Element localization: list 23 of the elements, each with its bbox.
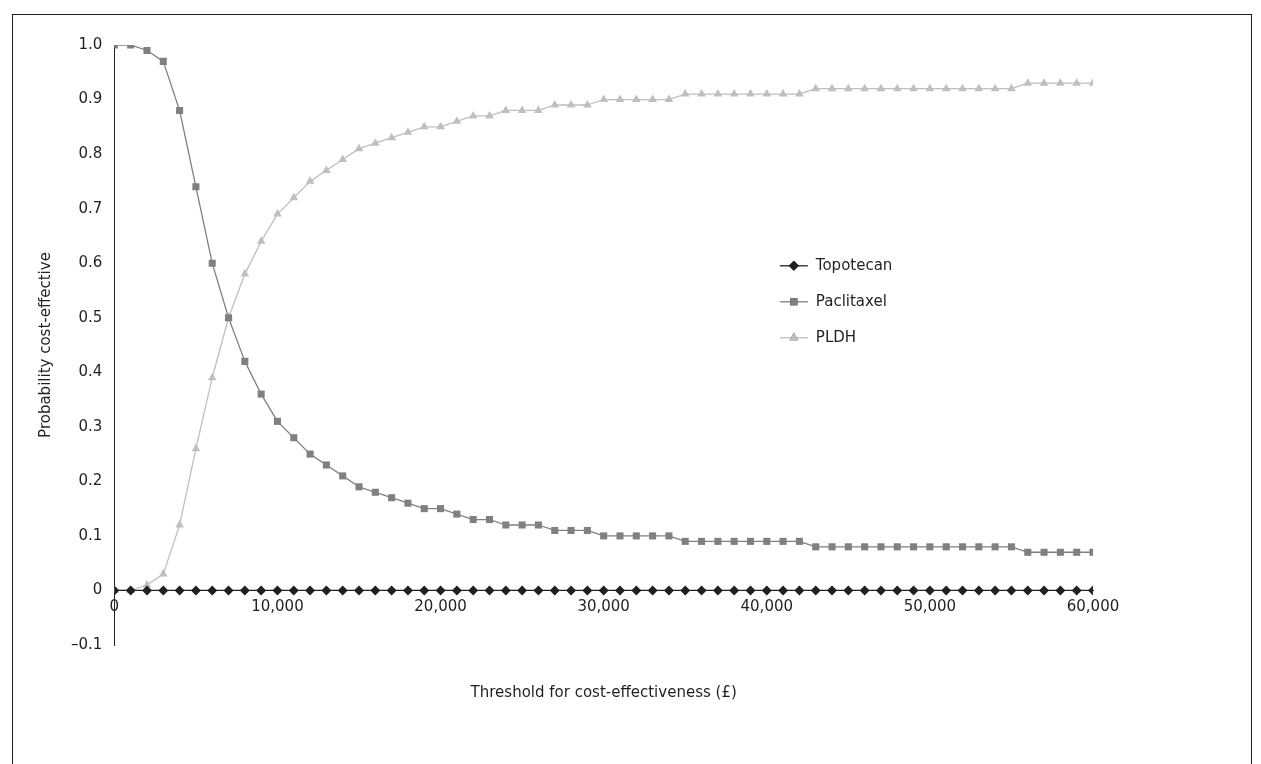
x-tick-label: 20,000 xyxy=(414,597,467,616)
x-tick-label: 10,000 xyxy=(251,597,304,616)
y-axis-title: Probability cost-effective xyxy=(35,252,54,438)
y-tick-label: 0.2 xyxy=(78,471,103,490)
y-tick-label: 1.0 xyxy=(78,34,103,53)
x-tick-label: 60,000 xyxy=(1066,597,1120,616)
x-tick-label: 50,000 xyxy=(903,597,957,616)
y-tick-label: 0.5 xyxy=(78,307,103,326)
legend-label: Topotecan xyxy=(814,255,893,274)
y-tick-label: 0.8 xyxy=(78,143,103,162)
y-tick-label: 0.3 xyxy=(78,416,103,435)
y-tick-label: 0.1 xyxy=(78,525,103,544)
y-tick-label: 0.7 xyxy=(78,198,103,217)
legend-label: PLDH xyxy=(815,327,857,346)
x-tick-label: 30,000 xyxy=(577,597,630,616)
y-tick-label: –0.1 xyxy=(71,634,103,653)
legend-label: Paclitaxel xyxy=(815,291,887,310)
x-tick-label: 40,000 xyxy=(740,597,794,616)
y-tick-label: 0.4 xyxy=(78,362,103,381)
x-axis-title: Threshold for cost-effectiveness (£) xyxy=(469,683,737,702)
y-tick-label: 0.6 xyxy=(78,253,103,272)
y-tick-label: 0.9 xyxy=(78,89,103,108)
y-tick-label: 0 xyxy=(92,580,103,599)
